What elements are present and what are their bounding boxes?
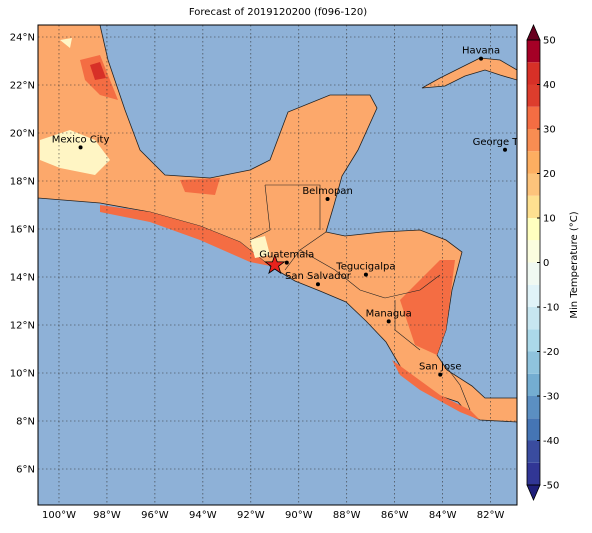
- colorbar-band: [527, 62, 540, 85]
- hot-area: [90, 62, 106, 80]
- x-tick-label: 90°W: [285, 510, 313, 521]
- y-tick-label: 8°N: [16, 417, 35, 428]
- y-tick-label: 12°N: [10, 321, 35, 332]
- colorbar-band: [527, 84, 540, 107]
- colorbar-band: [527, 373, 540, 396]
- y-tick-label: 24°N: [10, 33, 35, 44]
- colorbar-band: [527, 151, 540, 174]
- colorbar-band: [527, 351, 540, 374]
- colorbar-band: [527, 462, 540, 485]
- y-tick-label: 22°N: [10, 81, 35, 92]
- city-marker: [386, 319, 391, 324]
- colorbar-extend: [526, 484, 541, 502]
- y-tick-label: 14°N: [10, 273, 35, 284]
- colorbar-band: [527, 262, 540, 285]
- cuba: [421, 57, 517, 89]
- cool-area: [40, 38, 270, 258]
- y-tick-label: 20°N: [10, 129, 35, 140]
- y-tick-label: 16°N: [10, 225, 35, 236]
- city-label: George Town: [473, 137, 538, 148]
- colorbar-tick-label: 10: [543, 214, 556, 225]
- city-marker: [325, 197, 330, 201]
- city-marker: [363, 272, 368, 277]
- colorbar-tick-label: 50: [543, 36, 556, 47]
- city-marker: [315, 282, 320, 287]
- city-marker: [503, 147, 508, 152]
- colorbar-tick-label: -40: [543, 436, 559, 447]
- colorbar-band: [527, 329, 540, 352]
- map-area: [38, 25, 517, 505]
- y-tick-label: 6°N: [16, 465, 35, 476]
- colorbar-band: [527, 129, 540, 152]
- map-title: Forecast of 2019120200 (f096-120): [189, 7, 367, 18]
- x-tick-label: 82°W: [477, 510, 505, 521]
- colorbar-band: [527, 40, 540, 63]
- storm-marker: [264, 253, 286, 275]
- city-label: Managua: [366, 308, 412, 319]
- y-tick-label: 18°N: [10, 177, 35, 188]
- city-marker: [284, 260, 289, 265]
- colorbar-band: [527, 195, 540, 218]
- colorbar-band: [527, 307, 540, 330]
- x-tick-label: 98°W: [93, 510, 121, 521]
- city-label: Tegucigalpa: [335, 262, 395, 273]
- colorbar-band: [527, 440, 540, 463]
- x-tick-label: 96°W: [141, 510, 169, 521]
- colorbar-band: [527, 218, 540, 241]
- colorbar-tick-label: 30: [543, 125, 556, 136]
- x-tick-label: 88°W: [333, 510, 361, 521]
- cities: Havana Mexico City George Town Belmopan Guat…: [52, 46, 538, 377]
- colorbar-band: [527, 240, 540, 263]
- city-label: San Jose: [419, 362, 461, 373]
- y-tick-label: 10°N: [10, 369, 35, 380]
- colorbar-band: [527, 418, 540, 441]
- colorbar-band: [527, 284, 540, 307]
- map-frame: [37, 24, 518, 506]
- colorbar-tick-label: -30: [543, 392, 559, 403]
- colorbar-tick-label: 0: [543, 258, 549, 269]
- city-label: Guatemala: [259, 250, 314, 261]
- x-tick-label: 84°W: [429, 510, 457, 521]
- colorbar-band: [527, 173, 540, 196]
- colorbar-tick-label: 40: [543, 80, 556, 91]
- x-tick-label: 92°W: [237, 510, 265, 521]
- colorbar-extend: [526, 23, 541, 41]
- city-label: San Salvador: [285, 271, 352, 282]
- colorbar-band: [527, 396, 540, 419]
- grid: [38, 25, 517, 505]
- colorbar-tick-label: -20: [543, 347, 559, 358]
- borders: [249, 184, 471, 411]
- city-label: Havana: [462, 46, 500, 57]
- colorbar-tick-label: 20: [543, 169, 556, 180]
- city-marker: [438, 372, 443, 377]
- colorbar-band: [527, 106, 540, 129]
- city-marker: [479, 56, 484, 61]
- city-label: Mexico City: [52, 134, 110, 145]
- city-marker: [78, 145, 83, 150]
- x-tick-label: 94°W: [189, 510, 217, 521]
- x-tick-label: 100°W: [42, 510, 76, 521]
- x-tick-label: 86°W: [381, 510, 409, 521]
- colorbar-tick-label: -50: [543, 481, 559, 492]
- city-label: Belmopan: [302, 186, 352, 197]
- colorbar-label: Min Temperature (°C): [569, 211, 580, 318]
- colorbar-tick-label: -10: [543, 303, 559, 314]
